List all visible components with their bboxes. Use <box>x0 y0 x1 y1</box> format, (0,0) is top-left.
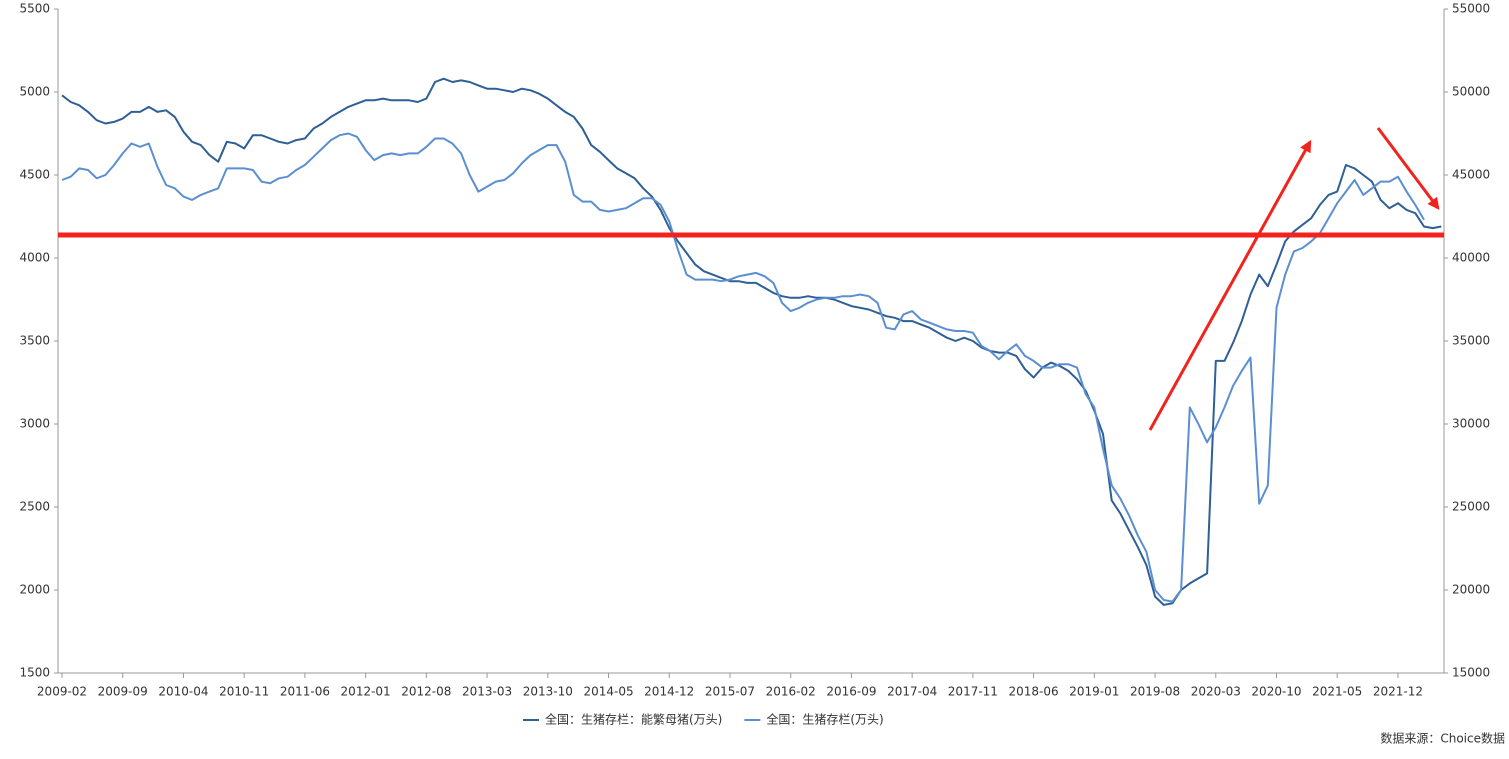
x-tick-label: 2015-07 <box>705 685 755 699</box>
x-tick-label: 2012-08 <box>401 685 451 699</box>
x-tick-label: 2021-12 <box>1373 685 1423 699</box>
x-tick-label: 2011-06 <box>280 685 330 699</box>
legend-label: 全国：生猪存栏：能繁母猪(万头) <box>545 712 722 727</box>
y-tick-label: 2500 <box>19 500 50 514</box>
x-tick-label: 2012-01 <box>341 685 391 699</box>
y2-tick-label: 20000 <box>1452 583 1490 597</box>
y2-tick-label: 45000 <box>1452 168 1490 182</box>
y2-tick-label: 30000 <box>1452 417 1490 431</box>
x-tick-label: 2014-12 <box>644 685 694 699</box>
y-tick-label: 2000 <box>19 583 50 597</box>
x-tick-label: 2019-01 <box>1069 685 1119 699</box>
y-tick-label: 3000 <box>19 417 50 431</box>
x-tick-label: 2010-11 <box>219 685 269 699</box>
x-tick-label: 2009-02 <box>37 685 87 699</box>
x-tick-label: 2014-05 <box>583 685 633 699</box>
annotation-arrow <box>1148 139 1312 431</box>
x-tick-label: 2016-09 <box>826 685 876 699</box>
x-tick-label: 2019-08 <box>1130 685 1180 699</box>
x-tick-label: 2013-10 <box>523 685 573 699</box>
series-line <box>61 132 1425 603</box>
x-tick-label: 2021-05 <box>1312 685 1362 699</box>
source: 数据来源：Choice数据 <box>1380 731 1505 746</box>
y2-tick-label: 40000 <box>1452 251 1490 265</box>
series-line <box>61 77 1442 606</box>
y2-tick-label: 35000 <box>1452 334 1490 348</box>
y-tick-label: 1500 <box>19 666 50 680</box>
y-tick-label: 5000 <box>19 85 50 99</box>
x-tick-label: 2016-02 <box>766 685 816 699</box>
legend-label: 全国：生猪存栏(万头) <box>766 712 883 727</box>
y2-tick-label: 15000 <box>1452 666 1490 680</box>
y-tick-label: 3500 <box>19 334 50 348</box>
x-tick-label: 2017-11 <box>948 685 998 699</box>
annotation-arrow <box>1376 127 1440 210</box>
y2-tick-label: 55000 <box>1452 2 1490 16</box>
x-tick-label: 2018-06 <box>1009 685 1059 699</box>
x-tick-label: 2013-03 <box>462 685 512 699</box>
x-tick-label: 2009-09 <box>98 685 148 699</box>
y-tick-label: 4500 <box>19 168 50 182</box>
x-tick-label: 2020-10 <box>1251 685 1301 699</box>
y2-tick-label: 25000 <box>1452 500 1490 514</box>
y2-tick-label: 50000 <box>1452 85 1490 99</box>
x-tick-label: 2010-04 <box>158 685 208 699</box>
x-tick-label: 2017-04 <box>887 685 937 699</box>
y-tick-label: 4000 <box>19 251 50 265</box>
y-tick-label: 5500 <box>19 2 50 16</box>
x-tick-label: 2020-03 <box>1191 685 1241 699</box>
